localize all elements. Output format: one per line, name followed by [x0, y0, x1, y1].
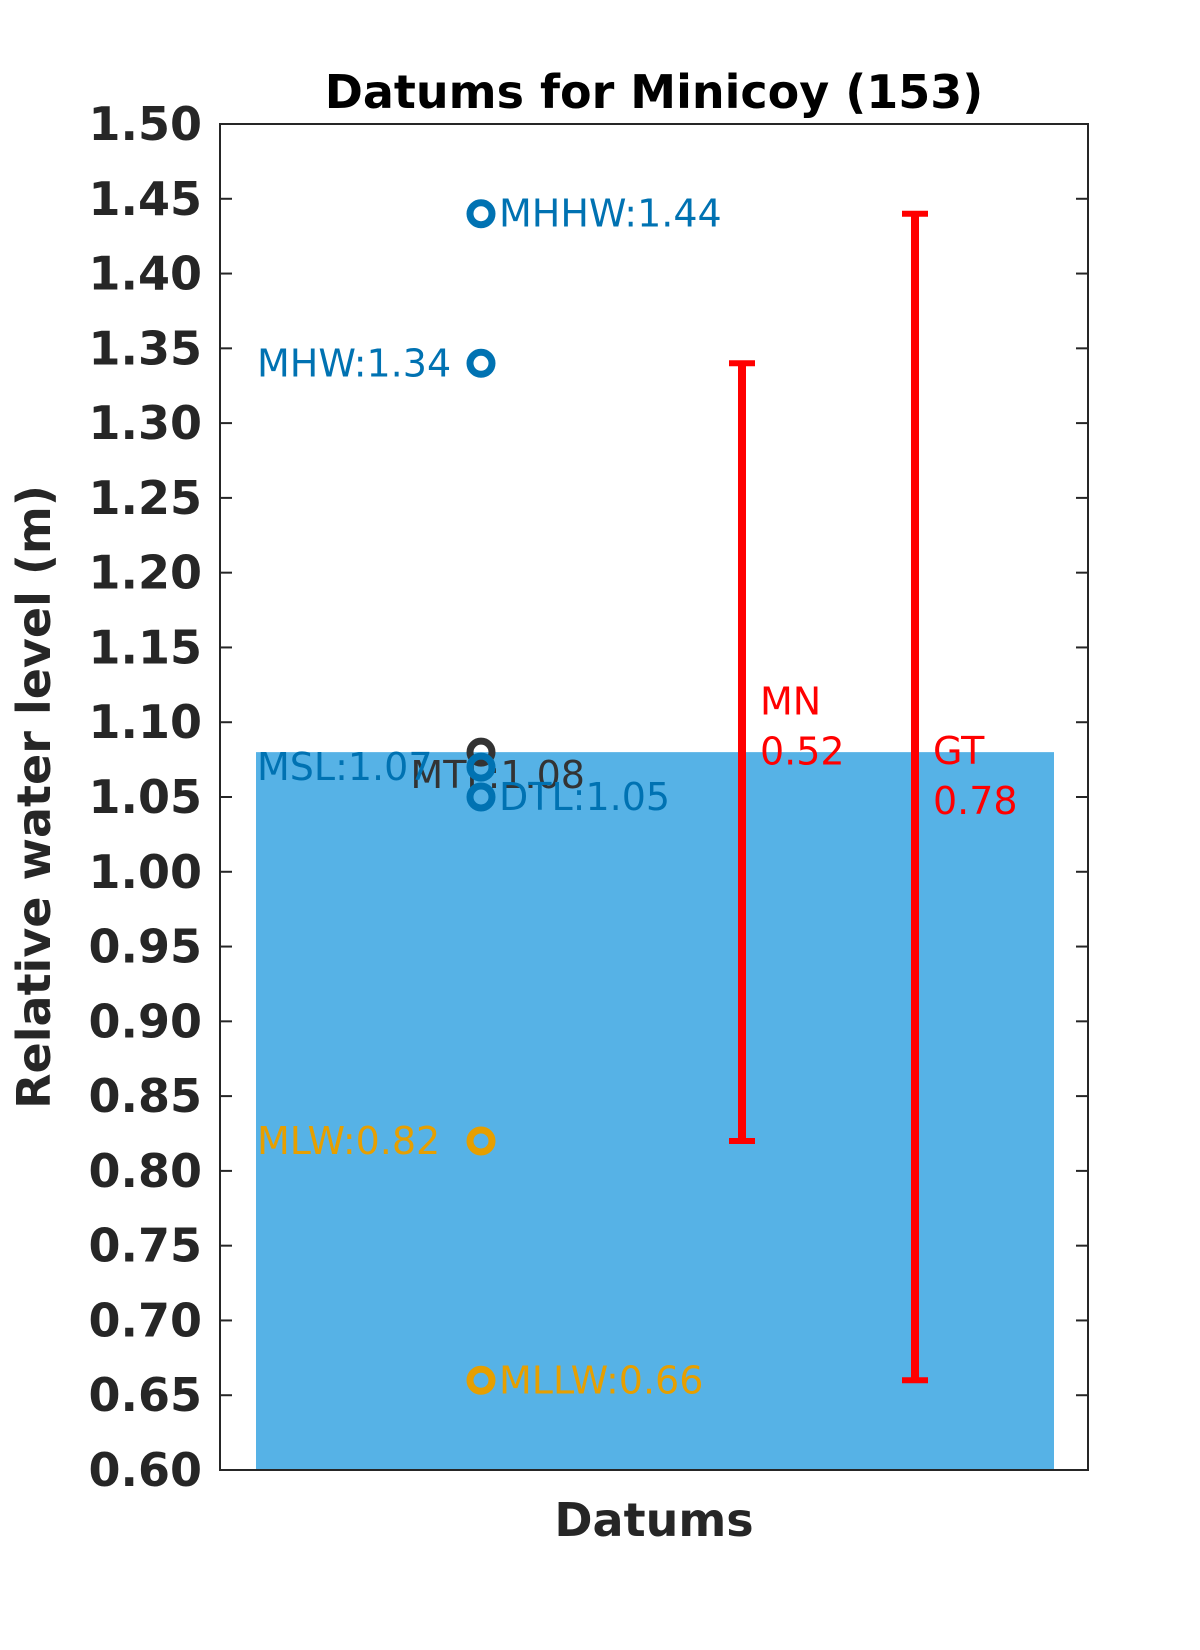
y-tick-label: 0.60 [89, 1443, 203, 1497]
y-tick-label: 1.15 [89, 620, 203, 674]
datum-marker [466, 752, 496, 782]
chart-title: Datums for Minicoy (153) [325, 65, 984, 119]
y-tick-label: 1.10 [89, 695, 203, 749]
y-tick-label: 1.30 [89, 396, 203, 450]
datum-label: MHW:1.34 [257, 341, 451, 385]
range-label-name: GT [933, 729, 985, 773]
datum-marker [466, 199, 496, 229]
background-layer [256, 752, 1054, 1470]
y-axis-label: Relative water level (m) [7, 485, 61, 1109]
datum-label: MLW:0.82 [257, 1119, 440, 1163]
datum-label: MHHW:1.44 [499, 192, 722, 236]
datum-marker [466, 348, 496, 378]
y-tick-label: 1.40 [89, 247, 203, 301]
datum-marker [466, 782, 496, 812]
range-bars: MN 0.52 GT 0.78 [729, 210, 1018, 1384]
datum-marker [466, 737, 496, 767]
datum-marker [466, 1365, 496, 1395]
y-tick-label: 0.90 [89, 994, 203, 1048]
datum-label: DTL:1.05 [499, 775, 670, 819]
range-label-value: 0.52 [760, 730, 845, 774]
y-tick-label: 1.05 [89, 770, 203, 824]
y-tick-label: 0.80 [89, 1144, 203, 1198]
y-tick-label: 0.70 [89, 1293, 203, 1347]
datum-label: MLLW:0.66 [499, 1358, 703, 1402]
y-tick-label: 1.50 [89, 97, 203, 151]
datum-marker [466, 1126, 496, 1156]
range-label-name: MN [760, 680, 821, 724]
y-tick-label: 0.75 [89, 1219, 203, 1273]
datum-label: MSL:1.07 [257, 745, 433, 789]
y-tick-label: 0.85 [89, 1069, 203, 1123]
y-tick-label: 1.45 [89, 172, 203, 226]
range-label-value: 0.78 [933, 779, 1018, 823]
y-tick-label: 0.95 [89, 920, 203, 974]
datum-label: MTL:1.08 [410, 753, 585, 797]
y-tick-label: 1.25 [89, 471, 203, 525]
y-axis-ticks: 0.60 0.65 0.70 0.75 0.80 0.85 0.90 0.95 1.00 1.05… [89, 97, 1088, 1497]
x-axis-label: Datums [554, 1493, 753, 1547]
y-tick-label: 1.35 [89, 321, 203, 375]
background-bar [256, 752, 1054, 1470]
y-tick-label: 1.00 [89, 845, 203, 899]
y-tick-label: 1.20 [89, 546, 203, 600]
y-tick-label: 0.65 [89, 1368, 203, 1422]
